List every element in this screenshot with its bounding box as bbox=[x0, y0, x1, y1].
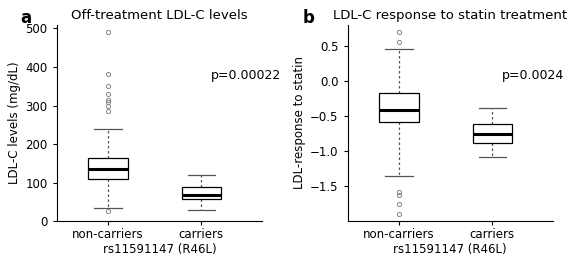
X-axis label: rs11591147 (R46L): rs11591147 (R46L) bbox=[394, 243, 507, 256]
Text: p=0.00022: p=0.00022 bbox=[211, 69, 281, 82]
Bar bbox=[182, 187, 221, 199]
Title: Off-treatment LDL-C levels: Off-treatment LDL-C levels bbox=[71, 9, 248, 22]
Y-axis label: LDL-C levels (mg/dL): LDL-C levels (mg/dL) bbox=[9, 62, 21, 184]
Bar bbox=[379, 93, 418, 121]
Bar bbox=[88, 158, 128, 179]
Text: p=0.0024: p=0.0024 bbox=[501, 69, 564, 82]
X-axis label: rs11591147 (R46L): rs11591147 (R46L) bbox=[103, 243, 216, 256]
Bar bbox=[473, 124, 512, 143]
Title: LDL-C response to statin treatment: LDL-C response to statin treatment bbox=[333, 9, 567, 22]
Text: b: b bbox=[303, 9, 315, 27]
Y-axis label: LDL-response to statin: LDL-response to statin bbox=[293, 56, 306, 190]
Text: a: a bbox=[20, 9, 31, 27]
